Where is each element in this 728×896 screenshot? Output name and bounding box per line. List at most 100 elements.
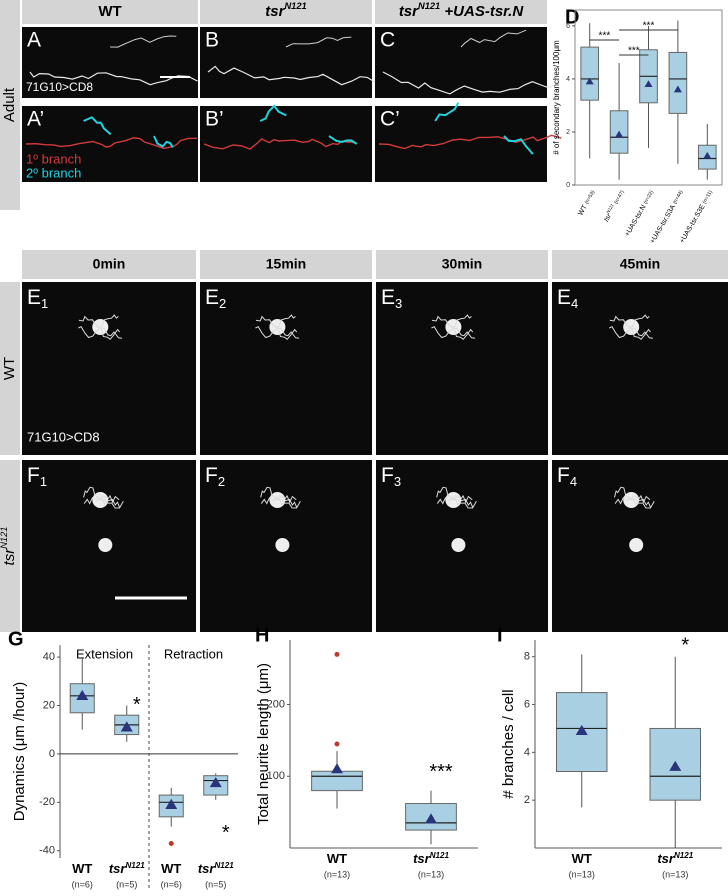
- panel-letter: I: [497, 624, 503, 646]
- outlier: [168, 840, 174, 846]
- column-title-sup: N121: [418, 1, 440, 11]
- micrograph: [552, 282, 728, 455]
- neuron-trace: [434, 102, 460, 122]
- column-title-sup: N121: [284, 1, 306, 11]
- box: [668, 51, 688, 114]
- panel-letter-main: E: [381, 286, 395, 309]
- x-tick-n: (n=47): [613, 189, 626, 205]
- y-tick-label: 0: [566, 182, 570, 189]
- neuron-trace: [431, 326, 454, 339]
- neuron-trace: [277, 498, 301, 509]
- x-tick-label-main: WT: [327, 851, 347, 866]
- side-label-main: tsr: [1, 548, 18, 566]
- neuron-trace: [83, 486, 101, 501]
- column-header: [375, 0, 547, 24]
- mean-marker: [575, 724, 588, 736]
- neuron-trace: [100, 498, 124, 509]
- significance-label: ***: [643, 21, 655, 32]
- x-tick-label-sup: N121: [674, 851, 694, 860]
- y-tick-label: 2: [524, 794, 530, 806]
- side-bar: [0, 0, 20, 210]
- neuron-trace: [630, 314, 650, 328]
- panel-letter: E3: [381, 286, 402, 312]
- column-header: [22, 0, 198, 24]
- y-tick-label: 4: [524, 746, 530, 758]
- mean-marker: [425, 813, 437, 824]
- side-label: tsrN121: [0, 527, 18, 566]
- x-tick-label-main: WT: [72, 861, 92, 876]
- neuron-trace: [259, 104, 287, 122]
- legend-secondary: 2º branch: [26, 165, 81, 180]
- panel-letter-main: E: [27, 286, 41, 309]
- mean-marker: [331, 763, 343, 774]
- panel-letter-main: E: [205, 286, 219, 309]
- x-tick-n: (n=53): [584, 189, 597, 205]
- x-tick-label: WT: [572, 851, 592, 866]
- neuron-trace: [153, 135, 174, 148]
- neuron-trace: [460, 29, 527, 48]
- x-tick-label: WT: [161, 861, 181, 876]
- neuron-trace: [277, 497, 298, 508]
- neuron-trace: [453, 326, 476, 339]
- panel-letter-sub: 3: [394, 474, 401, 489]
- neuron-trace: [276, 326, 298, 340]
- group-label: Retraction: [164, 646, 223, 661]
- neuron-trace: [277, 314, 296, 328]
- x-tick-label-sup: N121: [430, 851, 450, 860]
- side-label-sup: N121: [0, 527, 9, 549]
- panel-letter-sub: 3: [395, 296, 402, 311]
- neuron-trace: [630, 326, 653, 339]
- micrograph: [200, 27, 372, 98]
- x-tick-n: (n=44): [672, 189, 685, 205]
- time-label: 45min: [620, 256, 660, 272]
- x-tick-label-main: +UAS-tsr.S3E: [679, 203, 707, 244]
- x-tick-label: tsrN121: [109, 861, 145, 877]
- x-tick-label: WT: [327, 851, 347, 866]
- mean-marker: [615, 130, 624, 138]
- neuron-trace: [431, 315, 454, 328]
- neuron-trace: [29, 71, 198, 86]
- mean-marker: [673, 85, 682, 93]
- significance-label: *: [133, 694, 141, 716]
- mean-marker: [669, 760, 682, 771]
- x-tick-n: (n=13): [662, 869, 688, 879]
- panel-letter: H: [255, 624, 269, 646]
- panel-letter: C: [380, 29, 395, 52]
- x-tick-n: (n=22): [643, 189, 656, 205]
- column-header: [376, 250, 548, 279]
- micrograph: [375, 106, 547, 182]
- panel-letter: E2: [205, 286, 226, 312]
- panel-letter-main: F: [381, 464, 394, 487]
- side-label: WT: [1, 357, 18, 380]
- neuron-trace: [631, 498, 655, 509]
- x-tick-n: (n=13): [418, 869, 444, 879]
- neuron-trace: [503, 135, 534, 155]
- significance-label: ***: [429, 761, 453, 783]
- mean-marker: [209, 776, 222, 788]
- y-tick-label: 6: [566, 23, 570, 30]
- time-label: 30min: [442, 256, 482, 272]
- x-tick-label-main: tsr: [657, 851, 675, 866]
- x-tick-label-main: tsr: [413, 851, 431, 866]
- mean-marker: [585, 77, 594, 85]
- x-tick-n: (n=13): [569, 869, 595, 879]
- panel-letter: A: [27, 29, 41, 52]
- x-tick-label-main: +UAS-tsr.S3A: [649, 204, 677, 245]
- group-label: Extension: [76, 646, 133, 661]
- x-tick-label-main: WT: [572, 851, 592, 866]
- column-header: [552, 250, 728, 279]
- neuron-trace: [99, 494, 120, 504]
- driver-label: 71G10>CD8: [27, 429, 100, 444]
- panel-letter: F1: [27, 464, 47, 490]
- outlier: [334, 651, 340, 657]
- panel-letter-sub: 4: [571, 296, 578, 311]
- x-tick-label-main: WT: [577, 203, 589, 217]
- neuron-trace: [630, 494, 651, 504]
- mean-marker: [76, 689, 89, 701]
- neuron-trace: [83, 116, 112, 136]
- x-tick-label: tsrN121: [198, 861, 234, 877]
- neuron-trace: [260, 495, 278, 505]
- x-tick-label: WT(n=53): [577, 189, 597, 217]
- neuron-trace: [452, 494, 473, 504]
